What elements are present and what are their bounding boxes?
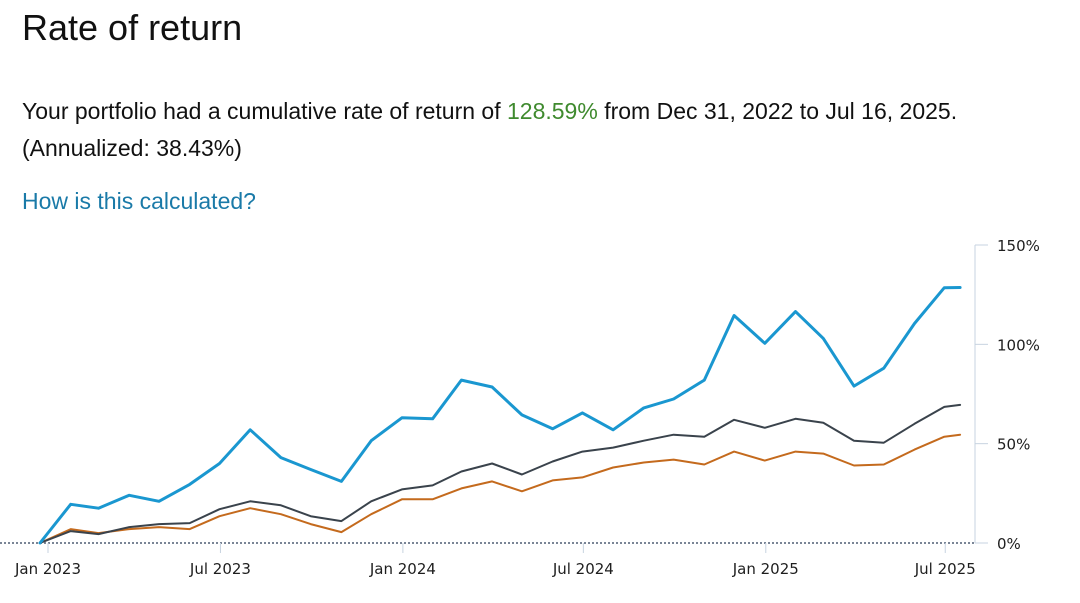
- summary-suffix: from Dec 31, 2022 to Jul 16, 2025. (Annu…: [22, 98, 958, 161]
- y-tick-label: 0%: [997, 535, 1021, 553]
- portfolio-return-line: [38, 286, 962, 545]
- x-tick-label: Jul 2025: [914, 560, 976, 578]
- x-tick-label: Jul 2024: [552, 560, 614, 578]
- benchmark-orange-line: [39, 433, 962, 544]
- how-calculated-link[interactable]: How is this calculated?: [22, 188, 256, 214]
- benchmark-gray-line: [39, 403, 962, 544]
- x-tick-label: Jan 2024: [369, 560, 436, 578]
- y-tick-label: 50%: [997, 436, 1030, 454]
- x-tick-label: Jul 2023: [189, 560, 251, 578]
- x-tick-label: Jan 2023: [14, 560, 81, 578]
- summary-prefix: Your portfolio had a cumulative rate of …: [22, 98, 507, 124]
- cumulative-return-value: 128.59%: [507, 98, 598, 124]
- y-tick-label: 100%: [997, 336, 1040, 354]
- x-tick-label: Jan 2025: [732, 560, 799, 578]
- y-tick-label: 150%: [997, 237, 1040, 255]
- page-title: Rate of return: [22, 7, 243, 48]
- return-summary: Your portfolio had a cumulative rate of …: [22, 93, 1042, 167]
